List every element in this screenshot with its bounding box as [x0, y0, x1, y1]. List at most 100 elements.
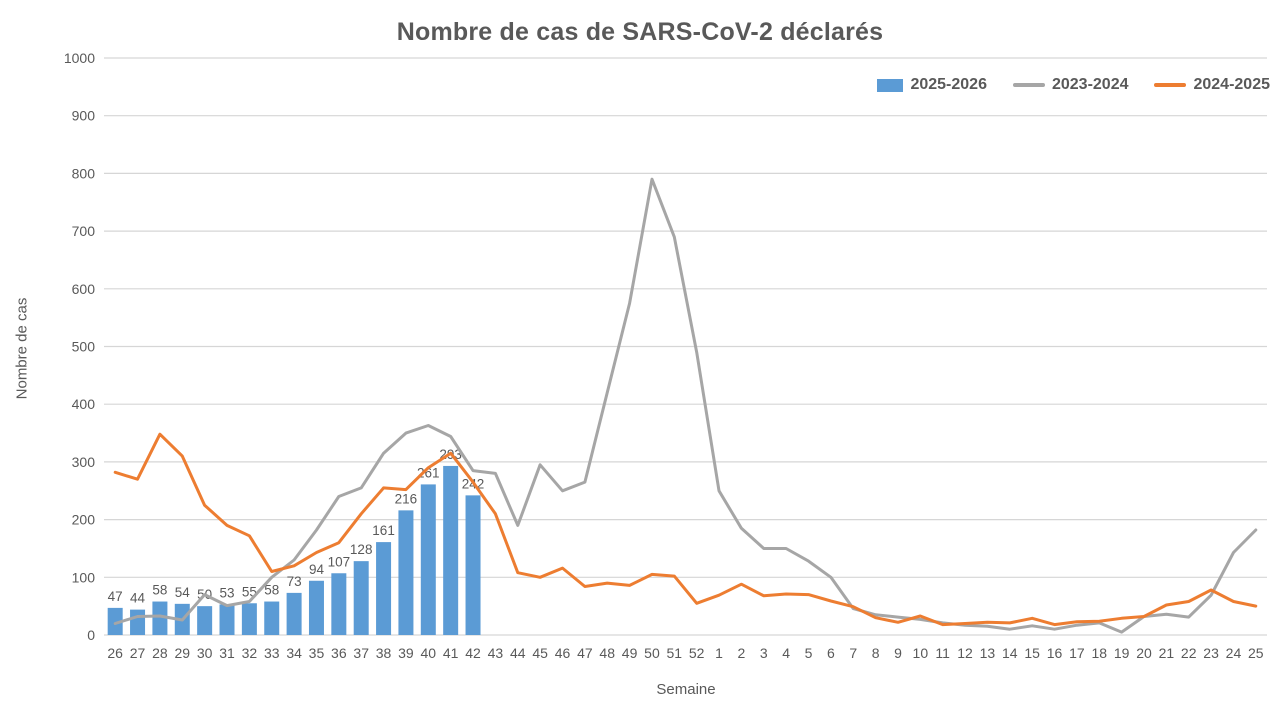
- legend-label: 2023-2024: [1051, 76, 1129, 93]
- bar-data-label: 58: [264, 583, 279, 598]
- x-tick-label: 32: [242, 645, 258, 661]
- bar-data-label: 73: [287, 574, 302, 589]
- x-tick-label: 47: [577, 645, 593, 661]
- y-tick-label: 800: [72, 165, 96, 181]
- x-tick-label: 33: [264, 645, 280, 661]
- legend-line-swatch: [1012, 83, 1045, 87]
- x-tick-label: 23: [1203, 645, 1219, 661]
- legend-bar-swatch: [877, 78, 904, 92]
- bar-data-label: 128: [350, 542, 373, 557]
- x-tick-label: 11: [935, 645, 950, 661]
- x-tick-label: 5: [805, 645, 813, 661]
- x-tick-label: 22: [1181, 645, 1197, 661]
- x-tick-label: 38: [376, 645, 392, 661]
- bar-week-36: [331, 573, 347, 635]
- x-tick-label: 48: [599, 645, 615, 661]
- legend-item-2024-2025[interactable]: 2024-2025: [1154, 76, 1270, 94]
- bar-week-38: [376, 542, 392, 635]
- y-tick-label: 100: [72, 569, 96, 585]
- x-tick-label: 8: [872, 645, 880, 661]
- x-tick-label: 4: [782, 645, 790, 661]
- y-axis-title: Nombre de cas: [13, 297, 31, 400]
- bar-data-label: 47: [108, 589, 123, 604]
- bar-week-41: [443, 465, 459, 635]
- line-series-2023-2024: [113, 177, 1258, 634]
- x-tick-label: 26: [107, 645, 123, 661]
- x-tick-label: 20: [1136, 645, 1152, 661]
- bar-week-26: [107, 607, 123, 635]
- x-tick-label: 18: [1091, 645, 1107, 661]
- bar-week-39: [398, 510, 414, 635]
- y-tick-label: 600: [72, 281, 96, 297]
- line-series-2024-2025: [113, 432, 1258, 627]
- x-tick-label: 3: [760, 645, 768, 661]
- x-tick-label: 37: [353, 645, 369, 661]
- legend: 2025-2026 2023-2024 2024-2025: [877, 76, 1270, 94]
- x-tick-label: 15: [1024, 645, 1040, 661]
- bar-week-33: [264, 601, 280, 635]
- x-tick-label: 7: [849, 645, 857, 661]
- x-tick-label: 10: [913, 645, 929, 661]
- y-tick-label: 200: [72, 512, 96, 528]
- x-tick-label: 25: [1248, 645, 1264, 661]
- y-tick-label: 400: [72, 396, 96, 412]
- x-tick-label: 30: [197, 645, 213, 661]
- x-tick-label: 44: [510, 645, 526, 661]
- legend-item-2025-2026[interactable]: 2025-2026: [877, 76, 987, 94]
- x-tick-label: 28: [152, 645, 168, 661]
- x-tick-label: 50: [644, 645, 660, 661]
- y-tick-label: 300: [72, 454, 96, 470]
- x-tick-label: 6: [827, 645, 835, 661]
- chart-title: Nombre de cas de SARS-CoV-2 déclarés: [396, 18, 884, 46]
- bar-week-40: [420, 484, 436, 635]
- x-tick-label: 9: [894, 645, 902, 661]
- x-tick-label: 40: [421, 645, 437, 661]
- bar-week-37: [353, 561, 369, 635]
- bar-data-label: 44: [130, 591, 146, 606]
- y-tick-label: 700: [72, 223, 96, 239]
- bar-data-label: 107: [328, 554, 351, 569]
- x-tick-label: 41: [443, 645, 459, 661]
- y-tick-label: 1000: [64, 50, 95, 66]
- x-tick-label: 46: [555, 645, 571, 661]
- bar-week-30: [197, 606, 213, 635]
- x-tick-label: 24: [1226, 645, 1242, 661]
- bar-data-label: 261: [417, 465, 440, 480]
- x-tick-label: 49: [622, 645, 638, 661]
- x-tick-label: 16: [1047, 645, 1063, 661]
- bar-week-42: [465, 495, 481, 635]
- x-tick-label: 35: [309, 645, 325, 661]
- x-tick-label: 29: [174, 645, 190, 661]
- bar-data-label: 94: [309, 562, 325, 577]
- x-tick-label: 42: [465, 645, 481, 661]
- bar-data-label: 54: [175, 585, 191, 600]
- x-tick-label: 36: [331, 645, 347, 661]
- x-tick-label: 31: [219, 645, 235, 661]
- bar-week-34: [286, 592, 302, 635]
- bar-week-35: [308, 580, 324, 635]
- bar-week-28: [152, 601, 168, 635]
- bar-data-label: 161: [372, 523, 395, 538]
- bar-week-32: [241, 603, 257, 635]
- x-tick-label: 27: [130, 645, 146, 661]
- legend-line-swatch: [1154, 83, 1187, 87]
- bar-week-27: [130, 609, 146, 635]
- y-tick-label: 500: [72, 339, 96, 355]
- y-tick-label: 900: [72, 108, 96, 124]
- x-tick-label: 34: [286, 645, 302, 661]
- x-tick-label: 19: [1114, 645, 1130, 661]
- bar-data-label: 216: [395, 491, 418, 506]
- legend-label: 2025-2026: [910, 76, 987, 93]
- x-tick-label: 43: [488, 645, 504, 661]
- x-tick-label: 39: [398, 645, 414, 661]
- x-tick-label: 12: [957, 645, 973, 661]
- legend-label: 2024-2025: [1193, 76, 1270, 93]
- x-tick-label: 1: [715, 645, 723, 661]
- legend-item-2023-2024[interactable]: 2023-2024: [1012, 76, 1129, 94]
- x-tick-label: 13: [980, 645, 996, 661]
- x-tick-label: 52: [689, 645, 705, 661]
- x-tick-label: 17: [1069, 645, 1085, 661]
- x-tick-label: 45: [532, 645, 548, 661]
